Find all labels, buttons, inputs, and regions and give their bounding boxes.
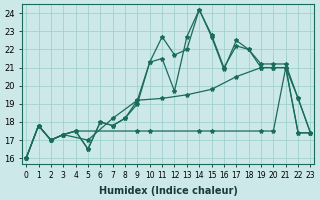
- X-axis label: Humidex (Indice chaleur): Humidex (Indice chaleur): [99, 186, 238, 196]
